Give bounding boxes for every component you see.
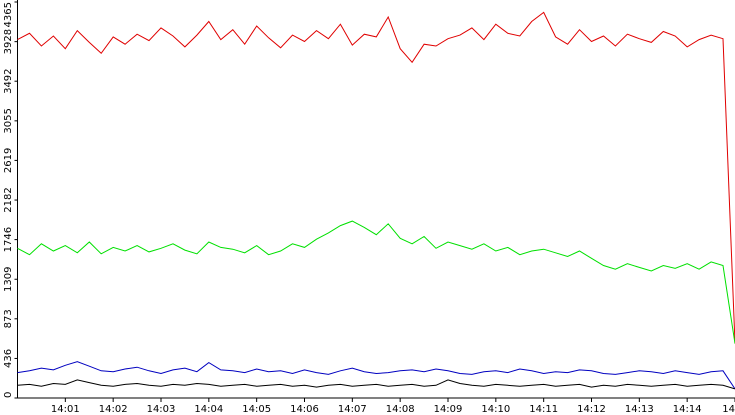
x-tick-label: 14:13: [625, 404, 654, 415]
series-line: [17, 361, 735, 390]
y-tick-label: 436: [3, 349, 14, 368]
series-line: [17, 11, 735, 344]
x-tick-label: 14:12: [577, 404, 606, 415]
y-tick-label: 3055: [3, 108, 14, 133]
series-line: [17, 220, 735, 344]
x-tick-label: 14:05: [242, 404, 271, 415]
x-tick-label: 14: [722, 404, 735, 415]
x-tick-label: 14:01: [51, 404, 80, 415]
x-tick-label: 14:06: [290, 404, 319, 415]
x-tick-label: 14:11: [529, 404, 558, 415]
y-tick-label: 2619: [3, 148, 14, 173]
x-tick-label: 14:09: [434, 404, 463, 415]
x-tick-label: 14:07: [338, 404, 367, 415]
y-tick-label: 1746: [3, 227, 14, 252]
y-tick-label: 1309: [3, 267, 14, 292]
x-tick-label: 14:03: [147, 404, 176, 415]
y-tick-label: 873: [3, 309, 14, 328]
x-tick-label: 14:04: [194, 404, 223, 415]
y-tick-label: 3928: [3, 29, 14, 54]
series-line: [17, 379, 735, 390]
x-tick-label: 14:10: [481, 404, 510, 415]
y-tick-label: 0: [3, 392, 14, 398]
x-tick-label: 14:08: [386, 404, 415, 415]
y-tick-label: 2182: [3, 187, 14, 212]
x-tick-label: 14:02: [99, 404, 128, 415]
y-tick-label: 4365: [3, 2, 14, 27]
y-tick-label: 3492: [3, 68, 14, 93]
x-tick-label: 14:14: [673, 404, 702, 415]
